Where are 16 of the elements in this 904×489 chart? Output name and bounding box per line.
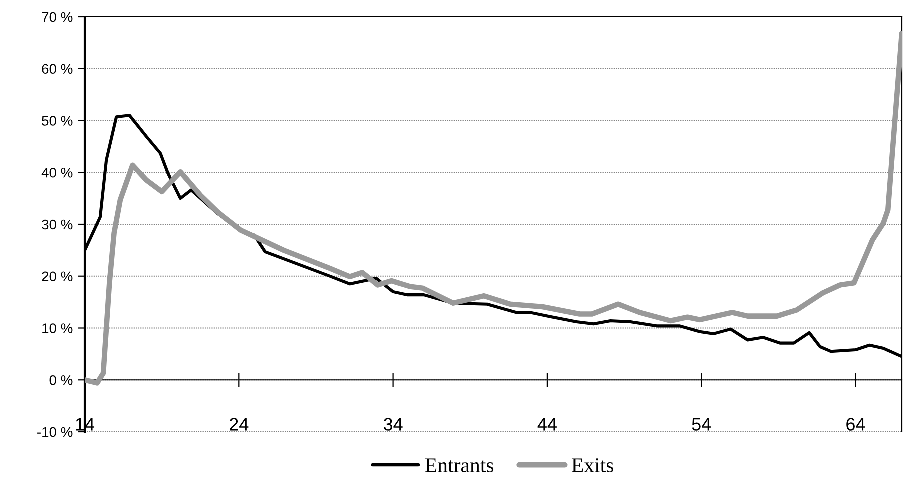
y-tick-label: 70 %	[42, 12, 73, 22]
y-tick-label: 50 %	[42, 116, 73, 126]
y-tick-label: 40 %	[42, 168, 73, 178]
x-tick-label: 54	[692, 418, 712, 431]
x-tick-label: 34	[384, 418, 403, 431]
y-tick-label: 30 %	[42, 220, 73, 230]
y-tick-label: 0 %	[50, 375, 73, 386]
x-tick-label: 64	[846, 418, 866, 431]
y-tick-label: 10 %	[42, 324, 73, 334]
legend-label: Exits	[572, 458, 614, 473]
y-tick-label: -10 %	[38, 427, 73, 438]
legend-label: Entrants	[425, 458, 494, 473]
x-tick-label: 44	[538, 418, 557, 431]
y-tick-label: 20 %	[42, 272, 73, 282]
x-tick-label: 24	[230, 418, 249, 431]
y-tick-label: 60 %	[42, 64, 73, 74]
